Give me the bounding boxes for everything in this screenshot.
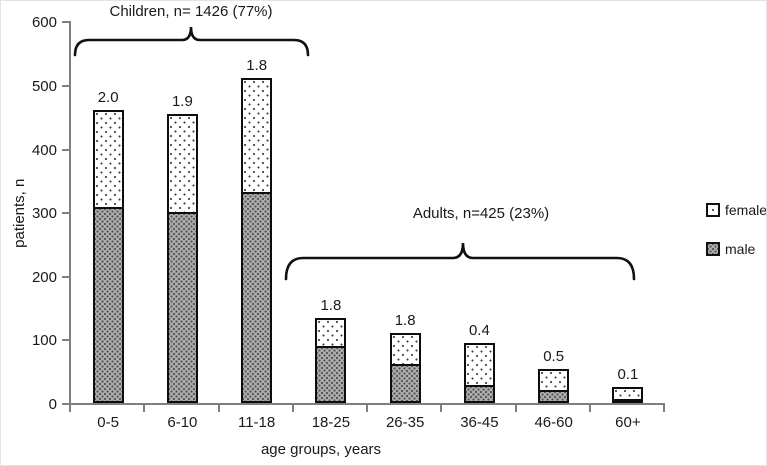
bar-26-35 <box>389 333 421 403</box>
bar-value-label-11-18: 1.8 <box>246 57 268 74</box>
legend: female male <box>706 202 767 280</box>
x-tick-label-0-5: 0-5 <box>97 414 119 431</box>
legend-male-label: male <box>725 241 756 257</box>
bar-value-label-18-25: 1.8 <box>320 297 342 315</box>
x-tick-label-36-45: 36-45 <box>460 414 499 431</box>
bar-male-segment-6-10 <box>168 212 196 401</box>
x-tick-mark <box>440 405 443 412</box>
y-tick-label: 0 <box>48 396 57 413</box>
x-tick-label-18-25: 18-25 <box>311 414 351 431</box>
legend-entry-male: male <box>706 241 766 257</box>
bar-0-5 <box>92 110 124 403</box>
y-tick-mark <box>62 212 69 215</box>
y-tick-label: 500 <box>31 78 57 95</box>
bar-18-25 <box>315 318 347 403</box>
x-tick-label-46-60: 46-60 <box>534 414 573 431</box>
y-tick-mark <box>62 339 69 342</box>
bar-value-label-46-60: 0.5 <box>543 347 565 365</box>
x-tick-label-11-18: 11-18 <box>237 414 276 431</box>
bar-male-segment-11-18 <box>243 192 271 401</box>
bar-male-segment-36-45 <box>465 385 493 401</box>
bar-46-60 <box>538 368 570 403</box>
bar-male-segment-26-35 <box>391 364 419 401</box>
bar-value-label-6-10: 1.9 <box>171 92 193 110</box>
y-axis-line <box>69 21 71 405</box>
x-tick-label-26-35: 26-35 <box>385 414 425 431</box>
x-tick-label-6-10: 6-10 <box>167 414 198 431</box>
bar-value-label-60+: 0.1 <box>617 366 639 384</box>
adults-brace <box>284 242 636 281</box>
x-tick-mark <box>143 405 146 412</box>
bar-value-label-36-45: 0.4 <box>468 321 490 339</box>
y-tick-label: 400 <box>31 141 57 159</box>
male-swatch-icon <box>706 242 720 256</box>
bar-value-label-0-5: 2.0 <box>97 89 119 107</box>
x-tick-mark <box>366 405 368 412</box>
bar-male-segment-46-60 <box>540 390 568 401</box>
x-axis-title: age groups, years <box>260 441 382 458</box>
x-tick-label-60+: 60+ <box>615 414 641 431</box>
y-tick-mark <box>62 21 69 24</box>
bar-male-segment-18-25 <box>317 346 345 401</box>
y-tick-mark <box>62 275 69 278</box>
legend-entry-female: female <box>706 202 767 218</box>
x-tick-mark <box>514 405 517 412</box>
x-tick-mark <box>217 405 220 412</box>
y-tick-mark <box>62 148 69 151</box>
y-tick-mark <box>62 403 69 405</box>
y-tick-label: 200 <box>31 268 57 286</box>
female-swatch-icon <box>706 203 720 217</box>
children-brace <box>73 26 310 57</box>
x-tick-mark <box>291 405 294 412</box>
x-tick-mark <box>663 405 665 412</box>
bar-male-segment-60+ <box>614 398 642 401</box>
bar-11-18 <box>241 78 273 403</box>
x-tick-mark <box>69 405 71 412</box>
y-tick-label: 100 <box>31 332 57 350</box>
bar-value-label-26-35: 1.8 <box>394 312 416 330</box>
adults-annotation-label: Adults, n=425 (23%) <box>412 205 550 222</box>
bar-60+ <box>612 387 644 403</box>
bar-36-45 <box>463 342 495 403</box>
y-tick-label: 300 <box>31 205 57 223</box>
x-tick-mark <box>588 405 591 412</box>
bar-male-segment-0-5 <box>94 207 122 401</box>
y-tick-mark <box>62 85 69 87</box>
x-axis-line <box>69 403 665 405</box>
children-annotation-label: Children, n= 1426 (77%) <box>109 3 273 20</box>
y-tick-label: 600 <box>31 14 57 32</box>
bar-6-10 <box>166 113 198 403</box>
legend-female-label: female <box>725 202 767 218</box>
